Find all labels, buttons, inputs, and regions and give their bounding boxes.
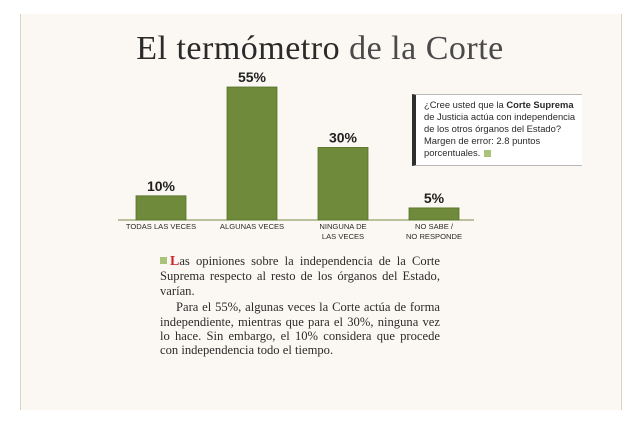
article-paragraph-1: Las opiniones sobre la independencia de … (160, 254, 440, 298)
category-label-2: ALGUNAS VECES (220, 222, 284, 231)
category-label-3: NINGUNA DE (319, 222, 366, 231)
chart-title-part1: El termómetro (136, 30, 350, 67)
category-label-1: TODAS LAS VECES (126, 222, 196, 231)
question-bold: Corte Suprema (506, 99, 574, 110)
category-label-4: NO SABE / (415, 222, 454, 231)
data-label-4: 5% (424, 190, 445, 206)
green-square-icon (160, 257, 167, 264)
chart-title: El termómetro de la Corte (0, 30, 640, 68)
article-text: Las opiniones sobre la independencia de … (160, 254, 440, 360)
survey-question-box: ¿Cree usted que la Corte Suprema de Just… (412, 94, 582, 166)
data-label-2: 55% (238, 69, 267, 85)
dropcap: L (170, 254, 180, 269)
chart-title-part2: de la Corte (349, 30, 504, 67)
question-intro: ¿Cree usted que la (424, 99, 507, 110)
green-square-icon (484, 150, 492, 157)
question-rest: de Justicia actúa con independencia de l… (424, 111, 576, 158)
bar-4 (408, 207, 460, 221)
article-paragraph-2: Para el 55%, algunas veces la Corte actú… (160, 300, 440, 358)
bar-2 (226, 86, 278, 221)
bar-3 (317, 147, 369, 221)
bar-1 (135, 195, 187, 221)
category-label-3: LAS VECES (322, 232, 364, 241)
paragraph-1-text: as opiniones sobre la independencia de l… (160, 254, 440, 298)
data-label-3: 30% (329, 129, 358, 145)
data-label-1: 10% (147, 178, 176, 194)
category-label-4: NO RESPONDE (406, 232, 462, 241)
